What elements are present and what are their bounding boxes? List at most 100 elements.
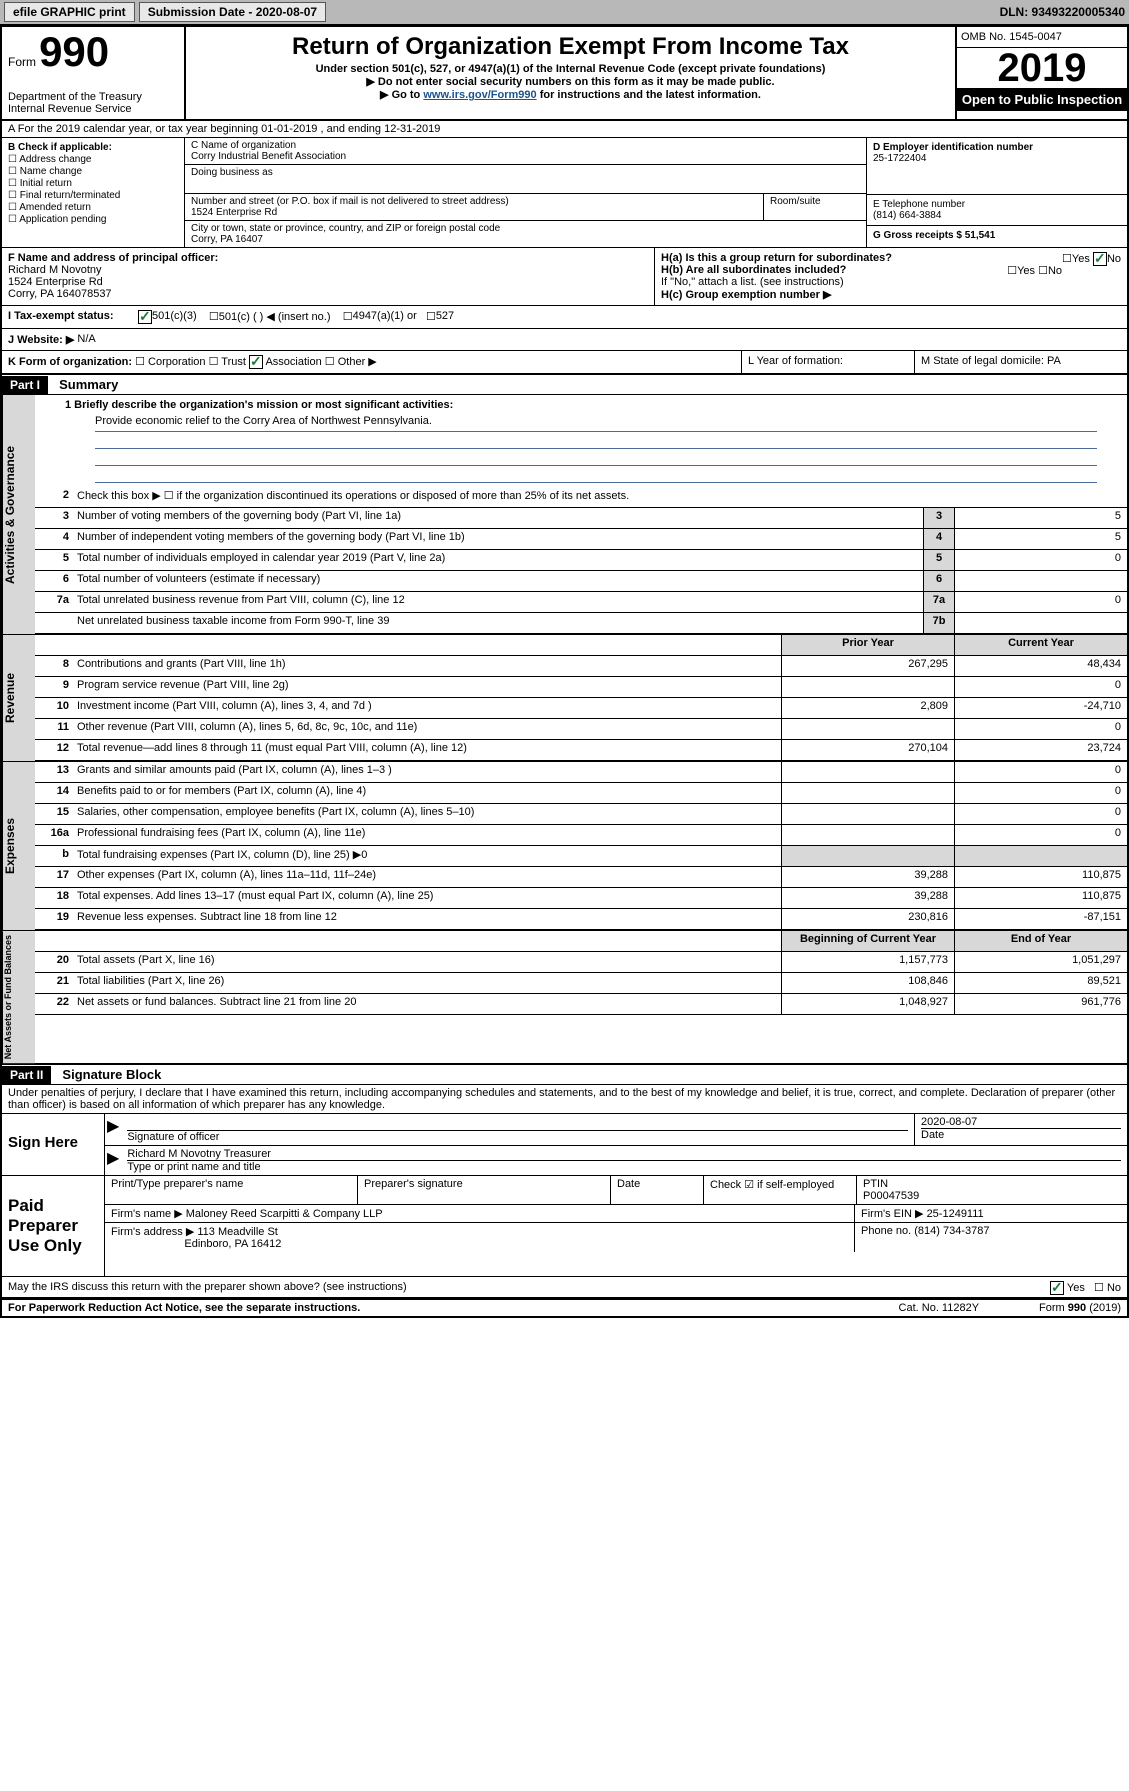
submission-date: Submission Date - 2020-08-07 (139, 2, 326, 22)
website-value: N/A (77, 333, 95, 346)
subtitle: Under section 501(c), 527, or 4947(a)(1)… (192, 63, 949, 75)
end-year-header: End of Year (954, 931, 1127, 951)
page-title: Return of Organization Exempt From Incom… (192, 33, 949, 61)
chk-initial-return[interactable]: ☐ Initial return (8, 178, 178, 189)
chk-name-change[interactable]: ☐ Name change (8, 166, 178, 177)
city-label: City or town, state or province, country… (191, 223, 500, 234)
tel-label: E Telephone number (873, 199, 965, 210)
q1-label: 1 Briefly describe the organization's mi… (65, 399, 453, 411)
ein-value: 25-1722404 (873, 153, 926, 164)
table-row: 21Total liabilities (Part X, line 26)108… (35, 973, 1127, 994)
part1-header: Part I (2, 376, 48, 394)
firm-address: 113 Meadville St (197, 1226, 278, 1238)
table-row: 19Revenue less expenses. Subtract line 1… (35, 909, 1127, 930)
efile-button[interactable]: efile GRAPHIC print (4, 2, 135, 22)
chk-501c3[interactable] (138, 310, 152, 324)
section-b: B Check if applicable: ☐ Address change … (2, 138, 185, 247)
vtab-netassets: Net Assets or Fund Balances (2, 931, 35, 1063)
mission-text: Provide economic relief to the Corry Are… (95, 415, 1097, 432)
top-toolbar: efile GRAPHIC print Submission Date - 20… (0, 0, 1129, 25)
org-name-label: C Name of organization (191, 140, 296, 151)
current-year-header: Current Year (954, 635, 1127, 655)
hc-label: H(c) Group exemption number ▶ (661, 289, 831, 301)
table-row: bTotal fundraising expenses (Part IX, co… (35, 846, 1127, 867)
part2-header: Part II (2, 1066, 51, 1084)
table-row: 20Total assets (Part X, line 16)1,157,77… (35, 952, 1127, 973)
gross-receipts: G Gross receipts $ 51,541 (873, 230, 995, 241)
year-formation: L Year of formation: (742, 351, 915, 373)
discuss-question: May the IRS discuss this return with the… (8, 1281, 407, 1293)
org-name: Corry Industrial Benefit Association (191, 151, 346, 162)
line-a: A For the 2019 calendar year, or tax yea… (2, 121, 1127, 138)
website-label: J Website: ▶ (8, 333, 74, 346)
table-row: 9Program service revenue (Part VIII, lin… (35, 677, 1127, 698)
officer-print-name: Richard M Novotny Treasurer (127, 1148, 1121, 1161)
table-row: 10Investment income (Part VIII, column (… (35, 698, 1127, 719)
self-employed-chk[interactable]: Check ☑ if self-employed (704, 1176, 857, 1204)
addr-label: Number and street (or P.O. box if mail i… (191, 196, 509, 207)
tel-value: (814) 664-3884 (873, 210, 941, 221)
table-row: 15Salaries, other compensation, employee… (35, 804, 1127, 825)
q2-text: Check this box ▶ ☐ if the organization d… (73, 487, 1127, 507)
table-row: 13Grants and similar amounts paid (Part … (35, 762, 1127, 783)
form-number: 990 (39, 28, 109, 75)
ein-label: D Employer identification number (873, 142, 1033, 153)
ha-no-checkbox[interactable] (1093, 252, 1107, 266)
cat-no: Cat. No. 11282Y (899, 1302, 980, 1314)
sign-here: Sign Here (2, 1114, 104, 1175)
vtab-governance: Activities & Governance (2, 395, 35, 634)
tax-exempt-label: I Tax-exempt status: (8, 310, 138, 324)
hb-note: If "No," attach a list. (see instruction… (661, 276, 1121, 288)
officer-addr1: 1524 Enterprise Rd (8, 276, 103, 288)
irs-link[interactable]: www.irs.gov/Form990 (423, 89, 536, 101)
form-footer: Form 990 (2019) (1039, 1302, 1121, 1314)
chk-amended[interactable]: ☐ Amended return (8, 202, 178, 213)
street-address: 1524 Enterprise Rd (191, 207, 277, 218)
chk-final-return[interactable]: ☐ Final return/terminated (8, 190, 178, 201)
ptin-value: P00047539 (863, 1190, 919, 1202)
table-row: 12Total revenue—add lines 8 through 11 (… (35, 740, 1127, 761)
table-row: 14Benefits paid to or for members (Part … (35, 783, 1127, 804)
department: Department of the Treasury Internal Reve… (8, 91, 178, 115)
firm-phone: (814) 734-3787 (914, 1225, 989, 1237)
prep-sig-label: Preparer's signature (358, 1176, 611, 1204)
hb-label: H(b) Are all subordinates included? (661, 264, 846, 276)
form-org-label: K Form of organization: (8, 356, 132, 368)
sig-officer-label: Signature of officer (127, 1131, 219, 1143)
vtab-revenue: Revenue (2, 635, 35, 761)
tax-year: 2019 (957, 48, 1127, 88)
chk-association[interactable] (249, 355, 263, 369)
officer-label: F Name and address of principal officer: (8, 252, 218, 264)
omb-number: OMB No. 1545-0047 (957, 27, 1127, 48)
form-prefix: Form (8, 55, 36, 69)
table-row: 18Total expenses. Add lines 13–17 (must … (35, 888, 1127, 909)
begin-year-header: Beginning of Current Year (781, 931, 954, 951)
sig-date: 2020-08-07 (921, 1116, 1121, 1129)
room-label: Room/suite (764, 194, 866, 220)
officer-addr2: Corry, PA 164078537 (8, 288, 112, 300)
city-state-zip: Corry, PA 16407 (191, 234, 263, 245)
table-row: 8Contributions and grants (Part VIII, li… (35, 656, 1127, 677)
officer-name: Richard M Novotny (8, 264, 102, 276)
firm-name: Maloney Reed Scarpitti & Company LLP (186, 1208, 383, 1220)
vtab-expenses: Expenses (2, 762, 35, 930)
chk-pending[interactable]: ☐ Application pending (8, 214, 178, 225)
public-inspection: Open to Public Inspection (957, 88, 1127, 111)
table-row: 7aTotal unrelated business revenue from … (35, 592, 1127, 613)
table-row: 17Other expenses (Part IX, column (A), l… (35, 867, 1127, 888)
perjury-text: Under penalties of perjury, I declare th… (2, 1085, 1127, 1114)
chk-address-change[interactable]: ☐ Address change (8, 154, 178, 165)
table-row: 16aProfessional fundraising fees (Part I… (35, 825, 1127, 846)
table-row: 4Number of independent voting members of… (35, 529, 1127, 550)
dln: DLN: 93493220005340 (1000, 5, 1125, 19)
part1-title: Summary (51, 375, 126, 394)
paid-preparer: Paid Preparer Use Only (2, 1176, 104, 1276)
table-row: Net unrelated business taxable income fr… (35, 613, 1127, 634)
discuss-yes-chk[interactable] (1050, 1281, 1064, 1295)
state-domicile: M State of legal domicile: PA (915, 351, 1127, 373)
prior-year-header: Prior Year (781, 635, 954, 655)
note-ssn: ▶ Do not enter social security numbers o… (192, 75, 949, 88)
table-row: 6Total number of volunteers (estimate if… (35, 571, 1127, 592)
table-row: 3Number of voting members of the governi… (35, 508, 1127, 529)
table-row: 11Other revenue (Part VIII, column (A), … (35, 719, 1127, 740)
